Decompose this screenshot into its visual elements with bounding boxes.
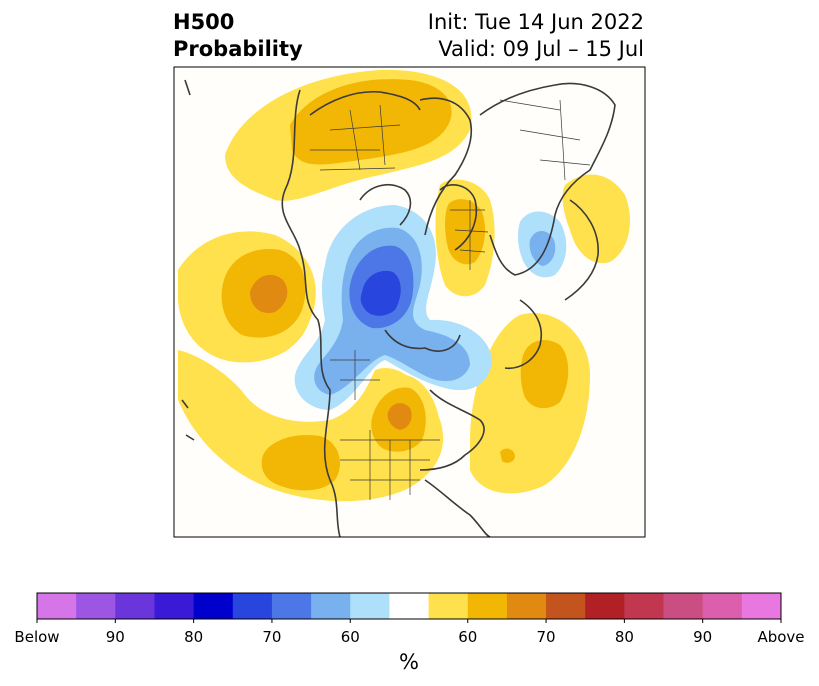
valid-date: Valid: 09 Jul – 15 Jul: [438, 37, 644, 61]
colorbar-swatch: [389, 593, 430, 619]
forecast-dates: Init: Tue 14 Jun 2022 Valid: 09 Jul – 15…: [428, 9, 644, 63]
colorbar-frame: [36, 592, 782, 620]
colorbar-swatch: [585, 593, 625, 619]
variable-label: H500: [173, 10, 235, 34]
positive-core-pacific: [261, 434, 340, 491]
political-borders: [310, 99, 591, 500]
probability-fields: [174, 67, 645, 537]
negative-peak-arctic: [360, 270, 401, 316]
colorbar-swatch: [76, 593, 116, 619]
colorbar-swatch: [271, 593, 312, 619]
colorbar-swatch: [115, 593, 155, 619]
colorbar-swatch: [154, 593, 195, 619]
positive-core-atlantic-small: [500, 448, 515, 463]
colorbar-tick-label: 80: [615, 628, 634, 646]
colorbar-tick-label: 60: [458, 628, 477, 646]
colorbar-tick-label: Above: [757, 628, 804, 646]
colorbar-tick-label: Below: [14, 628, 59, 646]
positive-core-europe: [445, 199, 486, 265]
colorbar-swatch: [506, 593, 547, 619]
map-frame: [173, 66, 646, 538]
colorbar-swatch: [702, 593, 743, 619]
colorbar-tick-label: 90: [693, 628, 712, 646]
colorbar-unit-label: %: [399, 650, 419, 674]
colorbar-tick-label: 60: [341, 628, 360, 646]
init-date: Init: Tue 14 Jun 2022: [427, 10, 644, 34]
colorbar-tick-label: 70: [262, 628, 281, 646]
colorbar-tick-label: 70: [537, 628, 556, 646]
coastlines: [181, 79, 616, 538]
positive-region-arabian: [562, 174, 630, 264]
positive-peak-north-america: [387, 403, 412, 430]
colorbar-ticks: Below 90 80 70 60 60 70 80 90 Above: [14, 619, 805, 646]
colorbar-swatch: [428, 593, 469, 619]
positive-peak-east-asia: [250, 274, 288, 314]
colorbar-tick-label: 90: [106, 628, 125, 646]
colorbar-swatch: [350, 593, 390, 619]
colorbar-swatch: [546, 593, 586, 619]
map-title: H500 Probability: [173, 9, 303, 63]
product-label: Probability: [173, 37, 303, 61]
colorbar-swatch: [37, 593, 77, 619]
colorbar-swatch: [741, 593, 782, 619]
colorbar-swatch: [663, 593, 704, 619]
colorbar-swatch: [624, 593, 665, 619]
colorbar-swatch: [311, 593, 351, 619]
colorbar-swatch: [193, 593, 234, 619]
colorbar-swatches: [37, 593, 782, 619]
colorbar-swatch: [232, 593, 273, 619]
colorbar-swatch: [467, 593, 508, 619]
colorbar-tick-label: 80: [184, 628, 203, 646]
